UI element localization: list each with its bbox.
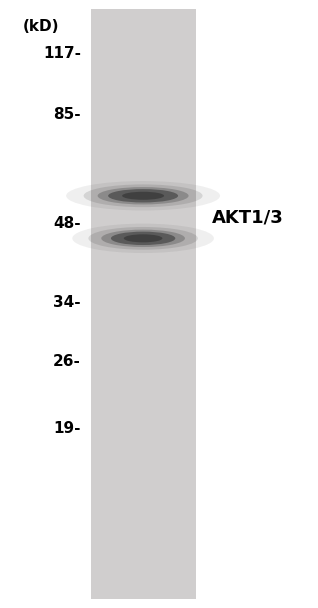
Ellipse shape	[84, 184, 203, 207]
Text: 34-: 34-	[53, 295, 81, 310]
Ellipse shape	[122, 192, 164, 200]
Text: 85-: 85-	[53, 107, 81, 122]
Ellipse shape	[88, 227, 198, 250]
Ellipse shape	[98, 187, 189, 204]
Ellipse shape	[111, 232, 175, 245]
Ellipse shape	[124, 234, 162, 243]
Text: 19-: 19-	[54, 421, 81, 436]
Text: 48-: 48-	[53, 216, 81, 231]
Ellipse shape	[66, 181, 220, 210]
FancyBboxPatch shape	[91, 9, 196, 599]
Ellipse shape	[72, 224, 214, 253]
Text: 117-: 117-	[43, 46, 81, 61]
Text: (kD): (kD)	[23, 19, 59, 35]
Ellipse shape	[108, 189, 178, 202]
Text: 26-: 26-	[53, 354, 81, 369]
Ellipse shape	[101, 230, 185, 247]
Text: AKT1/3: AKT1/3	[211, 208, 283, 226]
